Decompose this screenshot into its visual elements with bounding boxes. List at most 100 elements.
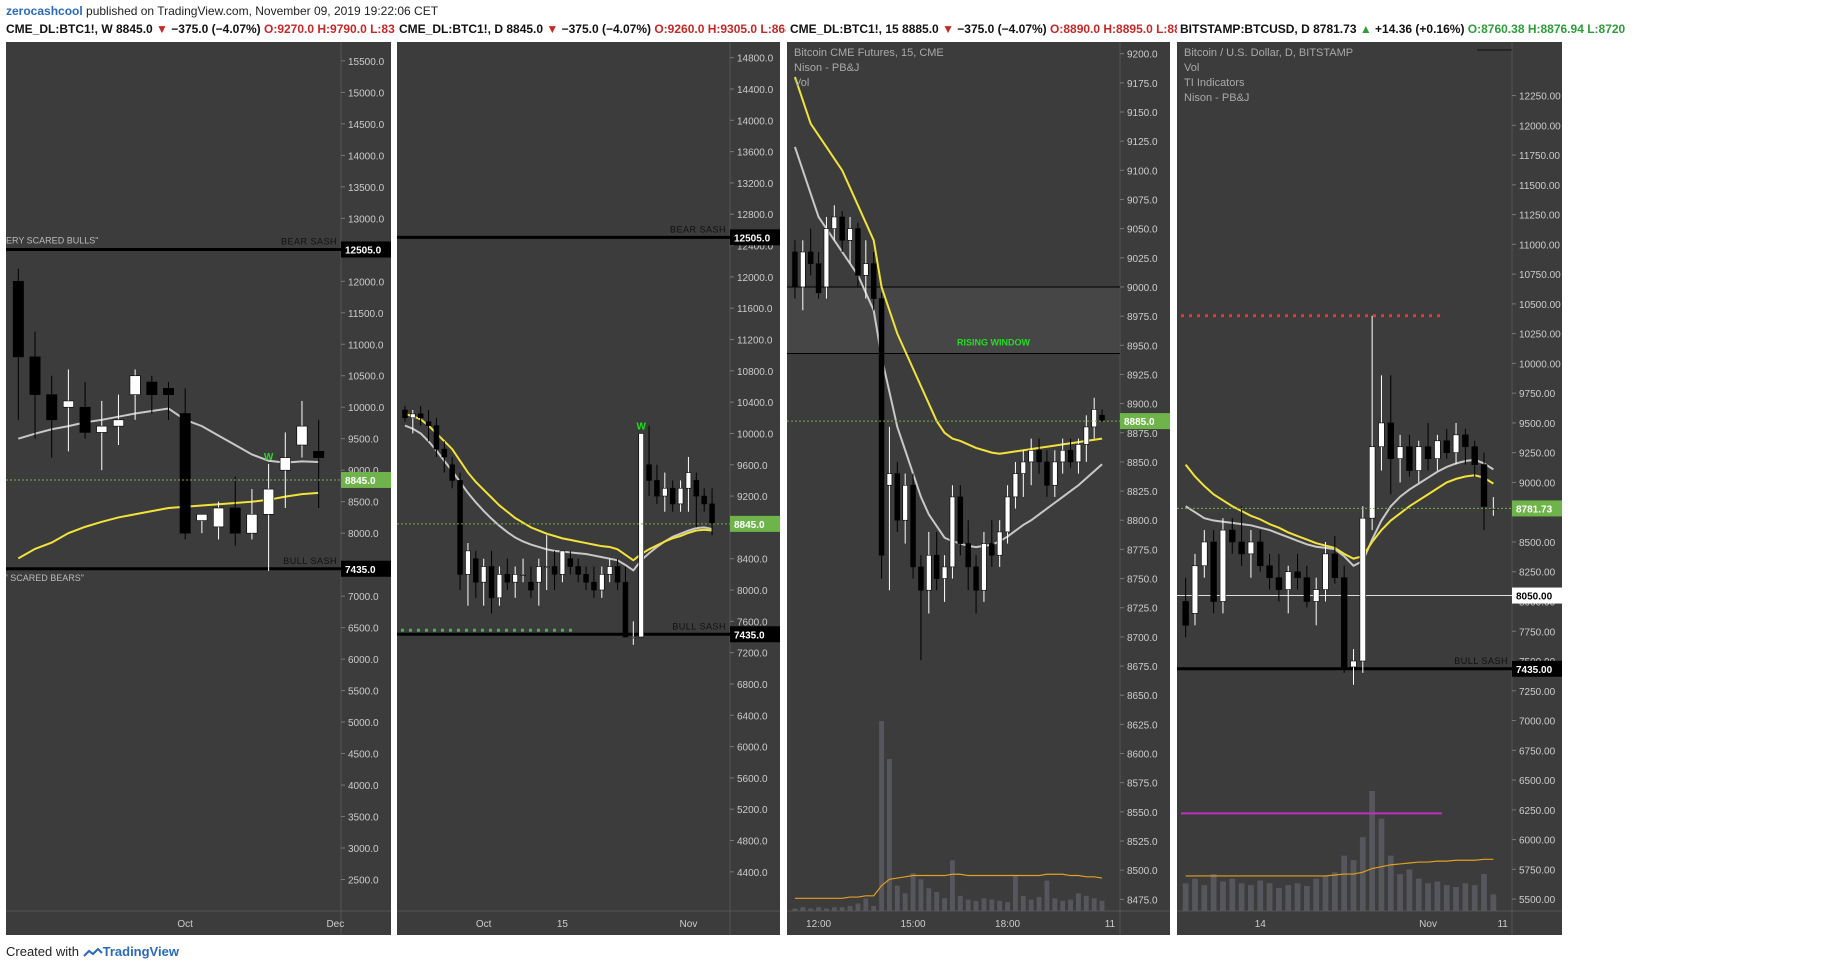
y-tick-label: 15500.0 bbox=[348, 57, 385, 68]
level-tag: BEAR SASH bbox=[281, 236, 337, 246]
y-tick-label: 14000.0 bbox=[348, 151, 385, 162]
chart-panel-15min[interactable]: RISING WINDOW 9200.0 9175.0 9150.0 9125.0 910… bbox=[787, 42, 1170, 935]
candle-body bbox=[279, 457, 291, 471]
level-price-tag bbox=[341, 560, 391, 577]
volume-bar bbox=[989, 899, 995, 911]
y-tick-label: 4500.0 bbox=[348, 750, 379, 761]
y-tick-label: 8000.0 bbox=[737, 586, 768, 597]
chart-svg: BEAR SASH BULL SASH W 14800.0 14400.0 14000.0… bbox=[397, 42, 780, 935]
y-tick-label: 11250.00 bbox=[1519, 211, 1560, 222]
candle-body bbox=[839, 216, 845, 241]
y-tick-label: 10250.00 bbox=[1519, 330, 1561, 341]
author-link[interactable]: zerocashcool bbox=[6, 4, 83, 18]
volume-bar bbox=[1397, 874, 1403, 911]
volume-bar bbox=[1331, 872, 1338, 911]
volume-bar bbox=[800, 907, 806, 911]
candle-body bbox=[933, 554, 940, 579]
candle-body bbox=[693, 480, 700, 497]
volume-bar bbox=[910, 873, 916, 911]
publish-line: zerocashcool published on TradingView.co… bbox=[6, 4, 438, 18]
chart-panel-bitstamp[interactable]: BULL SASH 12250.00 12000.00 11750.00 11500.0… bbox=[1177, 42, 1562, 935]
candle-body bbox=[528, 581, 534, 591]
candle-body bbox=[981, 543, 987, 591]
header-symbol: CME_DL:BTC1!, D bbox=[399, 22, 507, 36]
volume-bar bbox=[1369, 791, 1376, 911]
y-tick-label: 9200.0 bbox=[1127, 50, 1158, 61]
header-high: H:8895.0 bbox=[1103, 22, 1157, 36]
candle-body bbox=[1266, 565, 1273, 578]
candle-body bbox=[1067, 449, 1074, 463]
candle-body bbox=[1313, 589, 1320, 602]
y-tick-label: 8250.00 bbox=[1519, 568, 1556, 579]
volume-bar bbox=[1434, 881, 1441, 911]
candle-body bbox=[1359, 517, 1366, 662]
volume-bar bbox=[949, 860, 955, 911]
candle-body bbox=[1350, 660, 1357, 668]
candle-body bbox=[146, 381, 158, 395]
chart-panel-weekly[interactable]: BEAR SASH ERY SCARED BULLS" BULL SASH ' SCA… bbox=[6, 42, 391, 935]
header-symbol: BITSTAMP:BTCUSD, D bbox=[1180, 22, 1314, 36]
volume-bar bbox=[918, 879, 924, 911]
volume-bar bbox=[957, 895, 963, 911]
rising-window-zone bbox=[787, 286, 1120, 354]
y-tick-label: 14500.0 bbox=[348, 120, 385, 131]
volume-bar bbox=[839, 907, 845, 911]
candle-body bbox=[196, 513, 208, 521]
y-tick-label: 9000.00 bbox=[1519, 478, 1556, 489]
y-tick-label: 8725.0 bbox=[1127, 604, 1158, 615]
x-tick-label: Nov bbox=[680, 919, 698, 930]
y-tick-label: 8675.0 bbox=[1127, 662, 1158, 673]
candle-body bbox=[46, 394, 58, 421]
candle-body bbox=[1387, 422, 1394, 459]
candle-body bbox=[831, 216, 838, 229]
candle-body bbox=[614, 566, 621, 583]
y-tick-label: 8900.0 bbox=[1127, 400, 1158, 411]
volume-bar bbox=[1257, 880, 1264, 911]
y-tick-label: 5200.0 bbox=[737, 805, 768, 816]
candle-body bbox=[1059, 449, 1066, 463]
candle-body bbox=[1201, 541, 1208, 567]
volume-bar bbox=[863, 898, 869, 911]
volume-bar bbox=[1052, 898, 1058, 911]
candle-body bbox=[669, 487, 676, 505]
candle-body bbox=[559, 550, 566, 575]
candle-body bbox=[646, 464, 652, 481]
volume-bar bbox=[1462, 883, 1469, 911]
y-tick-label: 6750.00 bbox=[1519, 746, 1556, 757]
y-tick-label: 8925.0 bbox=[1127, 370, 1158, 381]
candle-body bbox=[1012, 473, 1019, 498]
volume-bar bbox=[886, 759, 892, 911]
candle-body bbox=[536, 566, 542, 583]
candle-body bbox=[1210, 541, 1217, 602]
legend-line: Nison - PB&J bbox=[794, 62, 859, 74]
header-low: L:8360.0 bbox=[370, 22, 395, 36]
y-tick-label: 8950.0 bbox=[1127, 341, 1158, 352]
candle-body bbox=[606, 566, 613, 575]
chart-panel-daily[interactable]: BEAR SASH BULL SASH W 14800.0 14400.0 14000.0… bbox=[397, 42, 780, 935]
candle-body bbox=[1044, 461, 1050, 486]
volume-ma-line bbox=[794, 873, 1103, 899]
y-tick-label: 6250.00 bbox=[1519, 806, 1556, 817]
y-tick-label: 9025.0 bbox=[1127, 254, 1158, 265]
candle-body bbox=[1004, 496, 1011, 533]
level-price-tag bbox=[1512, 660, 1562, 677]
y-tick-label: 11500.0 bbox=[348, 309, 384, 320]
y-tick-label: 8875.0 bbox=[1127, 429, 1158, 440]
y-tick-label: 8500.0 bbox=[348, 498, 379, 509]
candle-body bbox=[313, 451, 325, 458]
header-low: L:8720 bbox=[1587, 22, 1626, 36]
y-tick-label: 9150.0 bbox=[1127, 108, 1158, 119]
y-tick-label: 9750.00 bbox=[1519, 389, 1556, 400]
tradingview-link[interactable]: TradingView bbox=[102, 944, 179, 959]
panel-header-bitstamp: BITSTAMP:BTCUSD, D 8781.73 ▲ +14.36 (+0.… bbox=[1174, 18, 1843, 40]
candle-body bbox=[591, 581, 597, 591]
candle-body bbox=[96, 425, 108, 433]
ema-slow-line bbox=[1185, 458, 1494, 568]
candle-body bbox=[488, 566, 495, 599]
y-tick-label: 12400.0 bbox=[737, 242, 774, 253]
y-tick-label: 8500.0 bbox=[1127, 866, 1158, 877]
volume-bar bbox=[1266, 883, 1273, 911]
header-change: −375.0 (−4.07%) bbox=[957, 22, 1051, 36]
y-tick-label: 13000.0 bbox=[348, 214, 385, 225]
candle-body bbox=[575, 566, 581, 575]
